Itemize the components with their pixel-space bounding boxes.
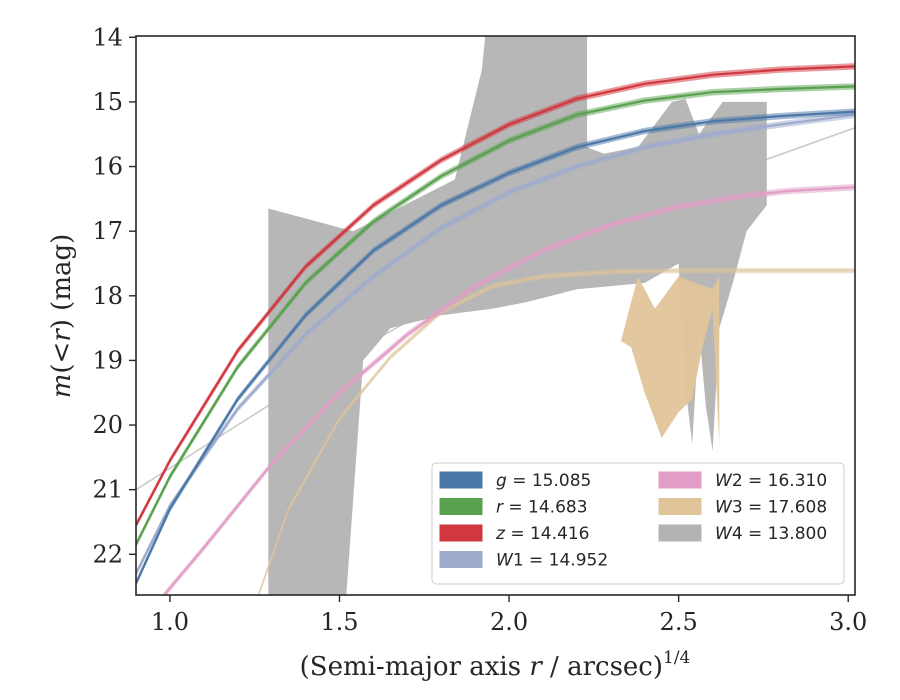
legend-frame [431,462,845,585]
plot-area [136,36,855,595]
z-curve [136,65,855,526]
legend-swatch-g [439,471,483,489]
x-tick-label: 1.0 [151,608,189,636]
legend-swatch-w3 [658,498,702,515]
w1-curve [136,113,855,575]
y-tick-label: 16 [92,153,123,181]
legend-swatch-r [439,498,483,515]
g-curve [136,110,855,584]
legend-label-g: g = 15.085 [496,471,591,491]
y-tick-label: 18 [92,282,123,310]
legend-label-w2: W2 = 16.310 [715,471,827,491]
legend-swatch-z [439,524,483,542]
x-tick-label: 2.0 [490,608,528,636]
axis-ticks: 1.0 1.5 2.0 2.5 3.0 14 15 16 17 18 19 20 21 22 [92,23,867,636]
legend-label-w1: W1 = 14.952 [496,551,608,571]
y-tick-label: 22 [92,540,123,568]
y-tick-label: 21 [92,476,123,504]
legend-label-w3: W3 = 17.608 [715,498,827,518]
legend-label-z: z = 14.416 [495,524,589,544]
legend-swatch-w4 [658,524,702,542]
x-axis-label: (Semi-major axis r / arcsec)1/4 [300,648,691,682]
x-tick-label: 3.0 [829,608,867,636]
w3-uncertainty-band [621,276,720,445]
z-curve-band [136,63,855,529]
legend-label-w4: W4 = 13.800 [715,524,827,544]
y-tick-label: 19 [92,346,123,374]
w2-curve [162,186,855,595]
y-tick-label: 20 [92,411,123,439]
y-axis-label: m(<r) (mag) [47,234,77,399]
legend-swatch-w2 [658,471,702,489]
y-tick-label: 15 [92,88,123,116]
plot-frame [135,35,856,596]
legend: g = 15.085 r = 14.683 z = 14.416 W1 = 14.95… [431,462,845,585]
y-tick-label: 17 [92,217,123,245]
legend-swatch-w1 [439,551,483,568]
r-curve [136,85,855,546]
w4-uncertainty-band [268,36,767,595]
legend-label-r: r = 14.683 [496,498,588,518]
w2-curve-band [163,184,855,595]
x-tick-label: 1.5 [320,608,358,636]
w3-curve [257,269,855,595]
x-tick-label: 2.5 [660,608,698,636]
y-tick-label: 14 [92,23,123,51]
